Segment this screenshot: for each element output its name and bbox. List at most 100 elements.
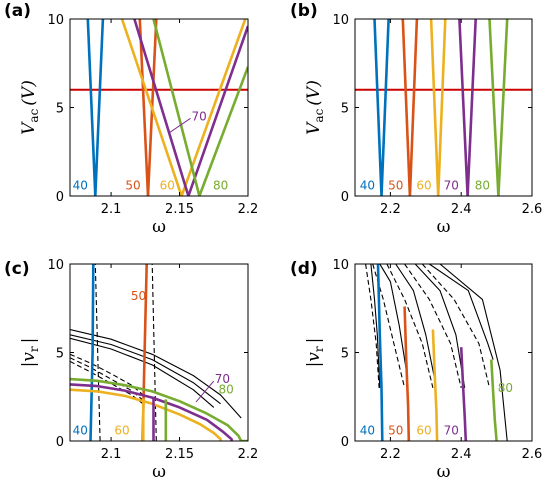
x-tick-label: 2.1 (101, 202, 122, 217)
curve-label-80: 80 (213, 178, 228, 192)
x-axis-label: ω (152, 217, 166, 237)
series-upper-branch-1 (70, 328, 242, 419)
series-60 (431, 329, 439, 441)
curve-label-60: 60 (416, 423, 431, 437)
y-tick-label: 10 (47, 13, 64, 28)
series-solid-branch-4 (414, 264, 466, 388)
series-50 (401, 19, 419, 196)
x-tick-label: 2.6 (522, 447, 543, 462)
panel-label: (b) (290, 1, 318, 21)
curve-label-40: 40 (360, 423, 375, 437)
panel-label: (d) (290, 259, 318, 279)
series-60 (120, 19, 247, 196)
x-tick-label: 2.2 (238, 202, 259, 217)
curve-label-70: 70 (191, 109, 206, 123)
series-80 (490, 359, 498, 441)
series-solid-branch-3 (395, 264, 436, 380)
curve-label-60: 60 (416, 178, 431, 192)
curve-label-80: 80 (498, 381, 513, 395)
x-tick-label: 2.2 (380, 447, 401, 462)
series-60 (70, 388, 222, 441)
plot-area (70, 264, 248, 441)
series-80 (152, 19, 248, 196)
plot-area (355, 19, 532, 196)
series-dashed-branch-4 (404, 264, 462, 389)
curve-label-70: 70 (444, 423, 459, 437)
series-dashed-branch-3 (386, 264, 434, 389)
plot-area (70, 19, 248, 196)
y-axis-label: |vr| (19, 338, 41, 368)
y-tick-label: 0 (56, 190, 64, 205)
curve-label-40: 40 (73, 423, 88, 437)
series-solid-branch-1 (370, 264, 381, 388)
y-tick-label: 5 (56, 347, 64, 362)
panel-label: (a) (4, 1, 31, 21)
curve-label-40: 40 (360, 178, 375, 192)
series-solid-branch-6 (439, 264, 508, 441)
panel-d: (d) 40 50 60 70 80 2.2 2.4 2.6 0 5 10 ω |vr| (290, 258, 542, 482)
series-dashed-branch-5 (421, 264, 491, 389)
curve-label-70: 70 (444, 178, 459, 192)
series-80 (488, 19, 509, 196)
series-dashed-vertical-2 (151, 264, 157, 441)
curve-label-60: 60 (160, 178, 175, 192)
series-70 (459, 347, 468, 441)
curve-label-pointer (169, 117, 191, 133)
x-tick-label: 2.15 (165, 447, 194, 462)
curve-label-40: 40 (73, 178, 88, 192)
curve-label-50: 50 (388, 423, 403, 437)
series-dashed-branch-1 (365, 264, 380, 388)
series-upper-branch-3 (70, 337, 215, 408)
series-70 (133, 19, 248, 196)
y-tick-label: 0 (341, 190, 349, 205)
curve-label-50: 50 (125, 178, 140, 192)
series-80 (70, 377, 248, 441)
y-axis-label: |vr| (304, 338, 326, 368)
x-tick-label: 2.2 (238, 447, 259, 462)
plot-area (365, 264, 508, 441)
x-tick-label: 2.1 (101, 447, 122, 462)
curve-label-pointer (195, 380, 215, 403)
series-60 (429, 19, 447, 196)
curve-label-50: 50 (388, 178, 403, 192)
series-40 (89, 264, 95, 441)
y-tick-label: 5 (341, 102, 349, 117)
axes-box (69, 263, 249, 442)
curve-label-70: 70 (215, 372, 230, 386)
series-solid-branch-5 (428, 264, 494, 360)
series-50 (403, 306, 411, 441)
y-tick-label: 0 (341, 435, 349, 450)
panel-label: (c) (4, 259, 30, 279)
series-40 (376, 264, 384, 441)
series-solid-branch-2 (379, 264, 407, 371)
series-dashed-vertical-1 (94, 264, 101, 441)
x-tick-label: 2.6 (522, 202, 543, 217)
series-70 (458, 19, 477, 196)
y-tick-label: 5 (341, 347, 349, 362)
x-tick-label: 2.4 (451, 202, 472, 217)
y-tick-label: 10 (332, 258, 349, 273)
y-tick-label: 10 (47, 258, 64, 273)
curve-label-50: 50 (131, 289, 146, 303)
y-tick-label: 0 (56, 435, 64, 450)
series-40 (86, 19, 105, 196)
x-axis-label: ω (437, 462, 451, 482)
curve-label-80: 80 (218, 383, 233, 397)
series-40 (373, 19, 390, 196)
y-axis-label: Vac(V) (19, 80, 41, 135)
curve-label-60: 60 (114, 423, 129, 437)
x-tick-label: 2.2 (380, 202, 401, 217)
x-tick-label: 2.4 (451, 447, 472, 462)
x-axis-label: ω (152, 462, 166, 482)
panel-a: (a) 40 50 60 80 70 2.1 2.15 2.2 0 5 10 ω Vac(V) (4, 1, 258, 237)
y-tick-label: 10 (332, 13, 349, 28)
y-axis-label: Vac(V) (304, 80, 326, 135)
curve-label-80: 80 (475, 178, 490, 192)
panel-b: (b) 40 50 60 70 80 2.2 2.4 2.6 0 5 10 ω Vac(V) (290, 1, 542, 237)
series-70 (70, 383, 233, 441)
y-tick-label: 5 (56, 102, 64, 117)
x-axis-label: ω (437, 217, 451, 237)
x-tick-label: 2.15 (165, 202, 194, 217)
